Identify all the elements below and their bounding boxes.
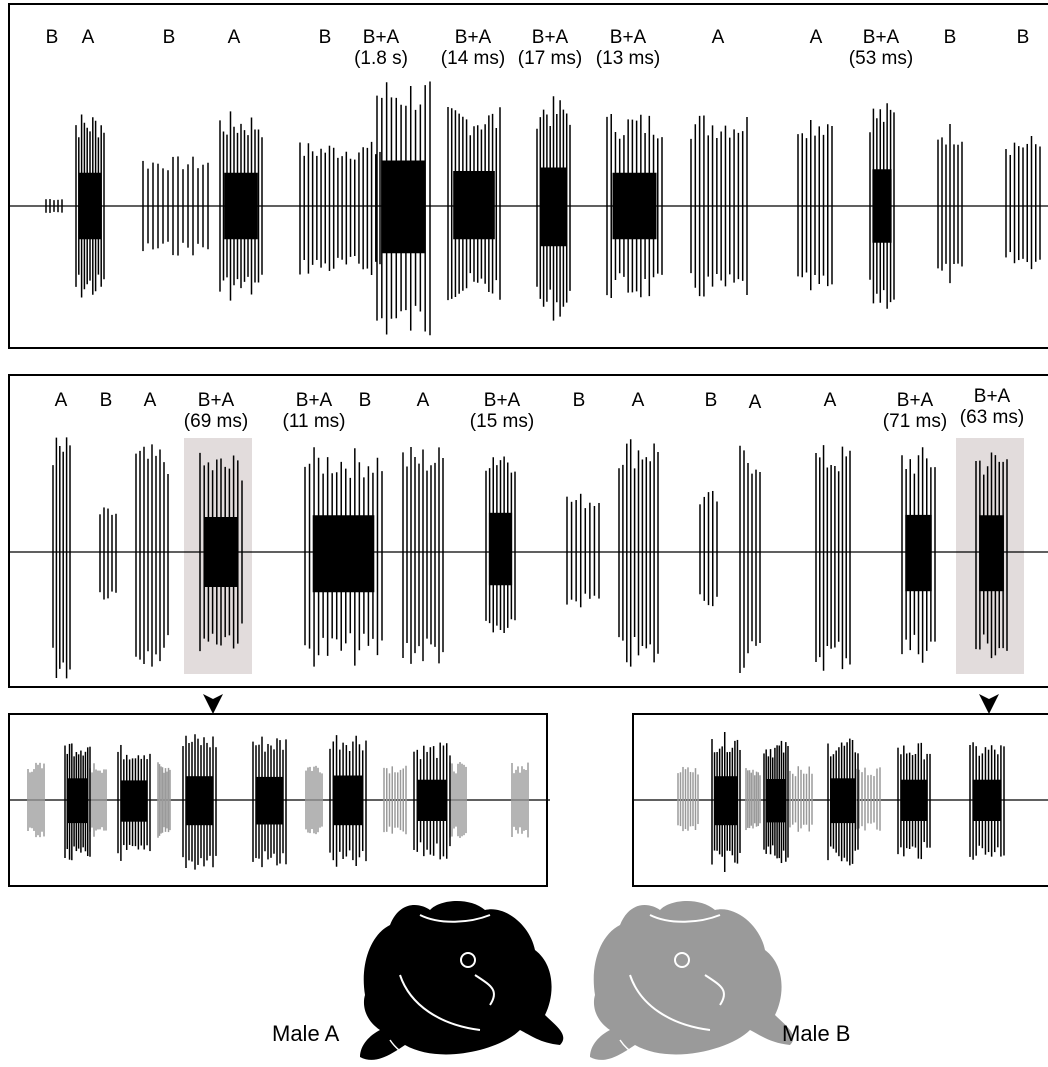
call-label-a-13: A [823,390,837,411]
call-label-ba-8: B+A (17 ms) [517,27,583,69]
call-label-a-10: A [631,390,645,411]
call-label-b-6: B [358,390,372,411]
call-label-a-10: A [711,27,725,48]
call-label-ba-6: B+A (1.8 s) [354,27,408,69]
call-label-a-7: A [416,390,430,411]
call-label-a-12: A [748,392,762,413]
call-label-b-14: B [1016,27,1030,48]
call-label-b-2: B [99,390,113,411]
call-label-a-11: A [809,27,823,48]
zoom-panel-left [8,713,550,887]
call-label-b-5: B [318,27,332,48]
arrowheads [203,694,999,714]
frog-icon [590,900,794,1064]
call-label-ba-12: B+A (53 ms) [848,27,914,69]
frog-icon [360,900,564,1064]
call-label-ba-5: B+A (11 ms) [282,390,346,432]
call-label-ba-15: B+A (63 ms) [959,386,1025,428]
call-label-a-1: A [54,390,68,411]
call-label-a-4: A [227,27,241,48]
call-label-b-3: B [162,27,176,48]
waveform-2 [10,437,1048,679]
call-label-ba-4: B+A (69 ms) [183,390,249,432]
waveform-1 [10,81,1048,336]
call-label-ba-7: B+A (14 ms) [440,27,506,69]
arrowhead-down-icon [203,694,223,714]
zoom-waveform-left [10,734,550,870]
waveform-panel-1: B A B A B B+A (1.8 s) B+A (14 ms) B+A (17 m… [8,3,1048,349]
call-label-a-3: A [143,390,157,411]
male-b-label: Male B [782,1021,851,1046]
call-label-ba-8: B+A (15 ms) [469,390,535,432]
arrowhead-down-icon [979,694,999,714]
call-label-ba-14: B+A (71 ms) [882,390,948,432]
call-label-ba-9: B+A (13 ms) [595,27,661,69]
waveform-panel-2: A B A B+A (69 ms) B+A (11 ms) B A B+A (15 m… [8,374,1048,688]
call-label-b-1: B [45,27,59,48]
call-label-a-2: A [81,27,95,48]
call-label-b-13: B [943,27,957,48]
call-label-b-9: B [572,390,586,411]
zoom-waveform-right [634,732,1048,872]
call-label-b-11: B [704,390,718,411]
male-a-label: Male A [272,1021,340,1046]
zoom-panel-right [632,713,1048,887]
